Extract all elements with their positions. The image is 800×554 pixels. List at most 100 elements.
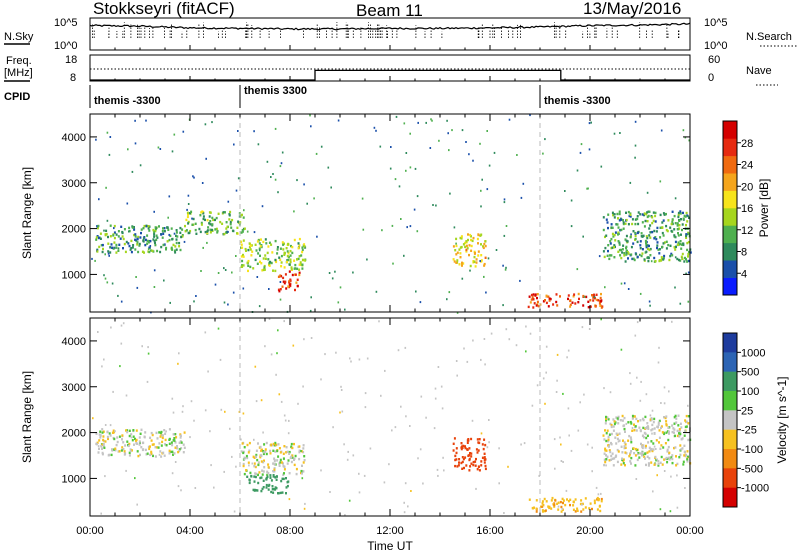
data-cell	[451, 129, 453, 132]
data-cell	[240, 243, 243, 246]
data-cell	[483, 461, 486, 464]
data-cell	[165, 430, 167, 433]
data-cell	[240, 240, 243, 243]
colorbar-cell	[723, 352, 737, 372]
data-cell	[111, 448, 113, 451]
data-cell	[152, 443, 155, 446]
data-cell	[102, 435, 105, 438]
data-cell	[528, 295, 531, 298]
colorbar-cell	[723, 468, 737, 488]
data-cell	[586, 187, 588, 190]
data-cell	[123, 450, 126, 453]
data-cell	[211, 216, 214, 220]
data-cell	[97, 331, 99, 333]
data-cell	[553, 503, 556, 507]
data-cell	[217, 327, 220, 330]
data-cell	[128, 244, 131, 248]
data-cell	[161, 236, 164, 239]
data-cell	[272, 269, 274, 272]
data-cell	[272, 474, 275, 477]
freq-series	[90, 69, 690, 81]
colorbar-tick-label: 25	[741, 405, 753, 417]
data-cell	[101, 428, 104, 431]
data-cell	[101, 250, 104, 254]
data-cell	[98, 245, 101, 249]
data-cell	[671, 454, 674, 457]
data-cell	[340, 385, 342, 388]
data-cell	[174, 251, 177, 254]
data-cell	[99, 232, 102, 235]
data-cell	[610, 425, 613, 429]
data-cell	[642, 434, 644, 437]
data-cell	[295, 472, 298, 476]
data-cell	[572, 295, 575, 298]
data-cell	[602, 228, 605, 232]
data-cell	[651, 216, 654, 219]
data-cell	[603, 438, 606, 441]
data-cell	[143, 224, 146, 228]
data-cell	[678, 224, 681, 227]
data-cell	[102, 438, 105, 442]
data-cell	[636, 453, 639, 456]
data-cell	[502, 264, 504, 267]
data-cell	[679, 444, 682, 447]
colorbar-tick-label: 100	[741, 386, 759, 398]
data-cell	[583, 393, 585, 396]
data-cell	[283, 414, 286, 417]
data-cell	[261, 205, 264, 208]
data-cell	[642, 444, 645, 447]
data-cell	[556, 304, 559, 307]
data-cell	[95, 138, 97, 141]
data-cell	[280, 265, 283, 268]
data-cell	[660, 425, 663, 428]
data-cell	[654, 455, 657, 459]
data-cell	[260, 262, 263, 265]
data-cell	[285, 446, 288, 449]
data-cell	[664, 416, 667, 420]
data-cell	[275, 373, 277, 376]
data-cell	[607, 445, 610, 448]
data-cell	[623, 445, 626, 448]
data-cell	[107, 454, 110, 457]
data-cell	[140, 446, 143, 449]
data-cell	[227, 200, 230, 203]
data-cell	[659, 213, 662, 217]
data-cell	[605, 458, 608, 461]
data-cell	[573, 293, 576, 296]
data-cell	[618, 432, 621, 435]
data-cell	[472, 236, 475, 240]
data-cell	[677, 243, 679, 246]
data-cell	[593, 297, 596, 300]
data-cell	[624, 464, 626, 467]
data-cell	[468, 457, 471, 461]
data-cell	[266, 475, 269, 478]
data-cell	[264, 450, 267, 453]
data-cell	[176, 445, 178, 448]
data-cell	[671, 320, 673, 323]
data-cell	[162, 232, 165, 235]
data-cell	[634, 120, 637, 123]
data-cell	[453, 226, 456, 229]
data-cell	[147, 227, 150, 230]
data-cell	[165, 246, 168, 250]
data-cell	[629, 181, 632, 184]
data-cell	[643, 258, 646, 261]
data-cell	[689, 251, 692, 254]
data-cell	[288, 450, 291, 454]
data-cell	[634, 156, 636, 159]
data-cell	[247, 259, 250, 263]
data-cell	[104, 440, 107, 443]
data-cell	[182, 405, 184, 408]
data-cell	[410, 490, 412, 492]
data-cell	[593, 499, 596, 502]
data-cell	[591, 470, 593, 473]
data-cell	[229, 223, 232, 226]
data-cell	[210, 464, 212, 467]
data-cell	[686, 248, 689, 252]
data-cell	[407, 505, 409, 508]
data-cell	[246, 475, 249, 478]
data-cell	[618, 212, 621, 216]
data-cell	[329, 491, 331, 493]
data-cell	[115, 246, 118, 249]
colorbar-cell	[723, 410, 737, 430]
